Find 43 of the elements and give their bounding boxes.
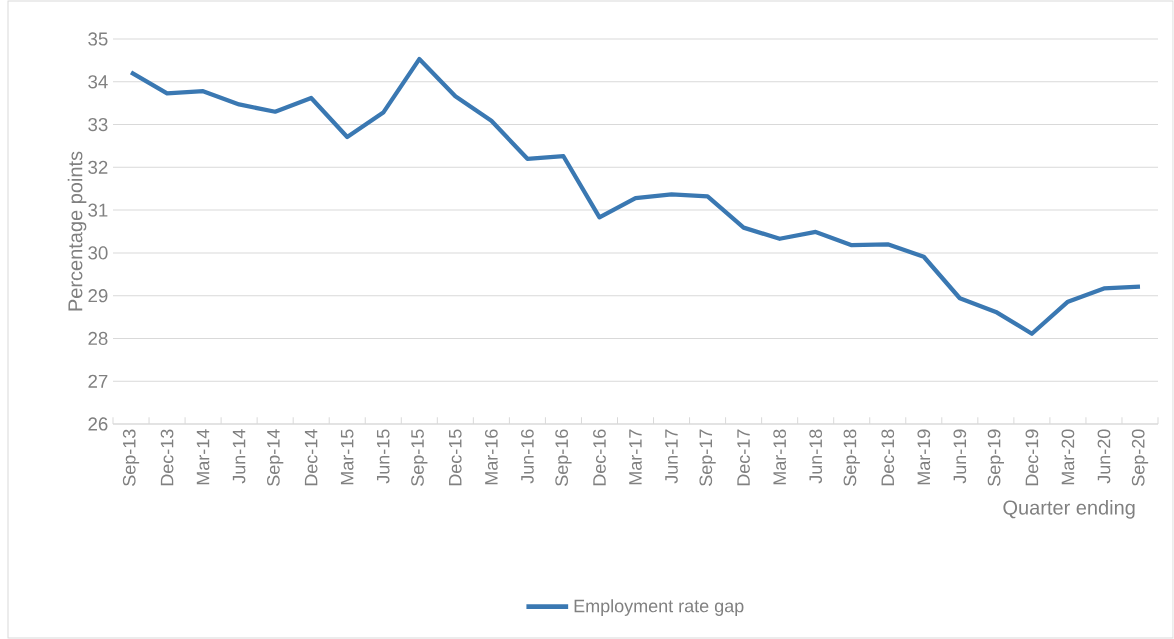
y-tick-label: 34 bbox=[88, 75, 108, 89]
x-tick-label: Jun-14 bbox=[232, 429, 246, 484]
x-tick-label: Dec-17 bbox=[737, 429, 750, 486]
x-tick-label: Dec-19 bbox=[1025, 429, 1039, 486]
x-tick-label: Mar-19 bbox=[917, 429, 931, 485]
x-tick-label: Sep-20 bbox=[1131, 429, 1149, 486]
y-tick-label: 35 bbox=[88, 32, 108, 46]
y-tick-label: 30 bbox=[88, 246, 108, 260]
y-tick-label: 26 bbox=[88, 417, 108, 431]
x-tick-label: Mar-18 bbox=[773, 429, 787, 485]
x-tick-label: Jun-17 bbox=[665, 429, 678, 484]
y-tick-label: 32 bbox=[88, 160, 108, 174]
x-tick-label: Sep-19 bbox=[987, 429, 1005, 486]
x-tick-label: Sep-16 bbox=[555, 429, 572, 486]
x-tick-label: Dec-18 bbox=[881, 429, 895, 486]
x-tick-label: Jun-15 bbox=[376, 429, 390, 484]
x-tick-label: Mar-17 bbox=[629, 429, 642, 485]
x-tick-label: Jun-19 bbox=[953, 429, 967, 484]
x-tick-label: Dec-13 bbox=[160, 429, 174, 486]
y-tick-label: 29 bbox=[88, 289, 108, 303]
x-tick-label: Sep-14 bbox=[267, 429, 284, 486]
x-axis-title: Quarter ending bbox=[1003, 500, 1135, 519]
x-tick-label: Dec-16 bbox=[593, 429, 606, 486]
y-axis-title: Percentage points bbox=[67, 151, 87, 311]
x-tick-label: Jun-18 bbox=[809, 429, 823, 484]
y-tick-label: 28 bbox=[88, 331, 108, 346]
y-tick-label: 31 bbox=[88, 203, 108, 217]
x-tick-label: Sep-15 bbox=[411, 429, 428, 486]
y-tick-label: 27 bbox=[88, 374, 108, 388]
x-tick-label: Sep-18 bbox=[843, 429, 860, 486]
x-tick-label: Dec-15 bbox=[449, 429, 462, 486]
legend-label: Employment rate gap bbox=[574, 599, 744, 616]
x-tick-label: Sep-13 bbox=[122, 429, 140, 486]
x-tick-label: Mar-15 bbox=[340, 429, 354, 485]
x-tick-label: Dec-14 bbox=[304, 429, 318, 486]
line-series bbox=[128, 56, 1143, 336]
x-tick-label: Jun-20 bbox=[1097, 429, 1111, 484]
x-tick-label: Jun-16 bbox=[521, 429, 534, 484]
x-tick-label: Sep-17 bbox=[699, 429, 716, 486]
x-tick-label: Mar-16 bbox=[484, 429, 498, 485]
y-tick-label: 33 bbox=[88, 117, 108, 132]
x-tick-label: Mar-14 bbox=[196, 429, 210, 485]
x-tick-label: Mar-20 bbox=[1061, 429, 1075, 485]
